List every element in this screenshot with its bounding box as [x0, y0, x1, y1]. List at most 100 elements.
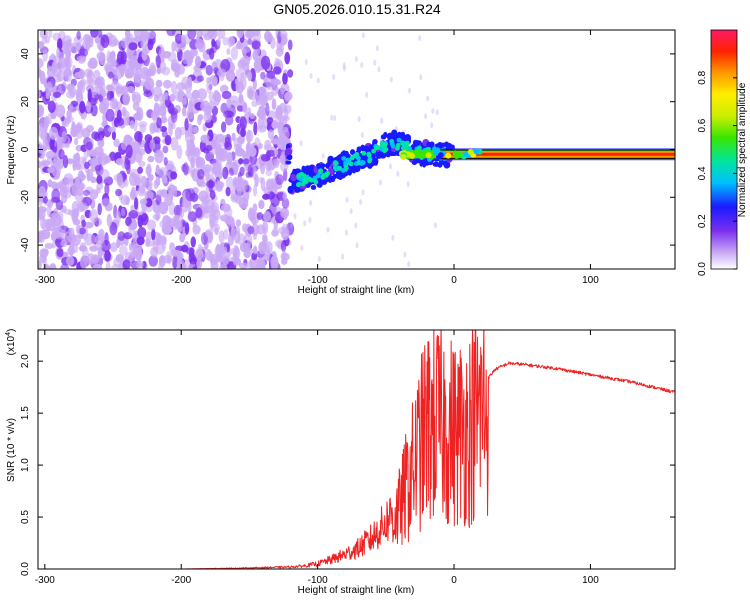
heatmap-cell — [52, 60, 59, 71]
heatmap-cell — [145, 68, 155, 76]
heatmap-cell — [403, 251, 407, 258]
heatmap-cell — [235, 219, 242, 227]
heatmap-cell — [251, 30, 261, 37]
heatmap-cell — [253, 184, 258, 197]
heatmap-cell — [187, 211, 198, 222]
heatmap-cell — [230, 217, 235, 231]
heatmap-cell — [226, 151, 233, 166]
heatmap-cell — [247, 70, 253, 82]
heatmap-cell — [184, 222, 190, 235]
heatmap-cell — [140, 175, 147, 187]
snr-plot-frame — [37, 329, 676, 570]
heatmap-cell — [400, 153, 407, 160]
heatmap-cell — [116, 239, 121, 249]
heatmap-cell — [426, 141, 433, 148]
heatmap-cell — [343, 160, 348, 166]
heatmap-cell — [349, 149, 356, 156]
heatmap-cell — [256, 212, 264, 221]
heatmap-cell — [124, 116, 130, 126]
heatmap-cell — [62, 35, 72, 46]
heatmap-cell — [155, 79, 163, 88]
heatmap-cell — [58, 149, 65, 160]
heatmap-cell — [105, 108, 115, 122]
heatmap-cell — [209, 218, 214, 230]
heatmap-cell — [290, 173, 297, 182]
heatmap-cell — [264, 139, 272, 151]
heatmap-cell — [367, 158, 372, 164]
heatmap-cell — [375, 45, 379, 52]
heatmap-cell — [154, 149, 164, 164]
heatmap-cell — [238, 93, 244, 104]
heatmap-cell — [225, 69, 236, 82]
heatmap-cell — [159, 125, 168, 133]
heatmap-cell — [154, 243, 165, 255]
heatmap-cell — [106, 213, 112, 227]
heatmap-cell — [128, 210, 139, 219]
multiplier-exponent: 4 — [5, 332, 12, 336]
heatmap-cell — [246, 129, 251, 144]
heatmap-cell — [406, 181, 410, 188]
heatmap-cell — [195, 155, 202, 166]
heatmap-cell — [90, 176, 97, 184]
heatmap-cell — [182, 162, 189, 176]
heatmap-cell — [356, 146, 362, 153]
heatmap-cell — [137, 166, 144, 174]
heatmap-cell — [281, 250, 287, 259]
heatmap-cell — [53, 207, 59, 217]
heatmap-cell — [395, 142, 401, 148]
heatmap-cell — [68, 183, 78, 196]
heatmap-cell — [271, 85, 279, 96]
heatmap-cell — [50, 196, 61, 204]
heatmap-cell — [418, 35, 422, 42]
heatmap-cell — [424, 113, 428, 120]
heatmap-cell — [187, 76, 193, 88]
heatmap-cell — [145, 197, 153, 208]
heatmap-cell — [236, 30, 244, 39]
heatmap-cell — [197, 88, 208, 101]
snr-y-ticks: 0.0 0.5 1.0 1.5 2.0 — [20, 354, 675, 576]
heatmap-cell — [151, 228, 156, 241]
heatmap-cell — [64, 68, 73, 83]
heatmap-cell — [355, 155, 361, 161]
heatmap-cell — [279, 30, 288, 39]
heatmap-cell — [247, 225, 255, 235]
heatmap-cell — [100, 34, 110, 49]
heatmap-cell — [113, 138, 121, 148]
heatmap-cell — [308, 217, 312, 224]
heatmap-cell — [42, 195, 48, 204]
snr-y-tick-label: 1.5 — [20, 406, 31, 420]
heatmap-cell — [123, 134, 133, 146]
snr-y-tick-label: 1.0 — [20, 458, 31, 472]
heatmap-cell — [349, 208, 353, 215]
heatmap-cell — [283, 104, 292, 114]
heatmap-cell — [365, 91, 369, 98]
heatmap-cell — [383, 131, 388, 138]
heatmap-cell — [38, 206, 47, 214]
heatmap-cell — [302, 178, 308, 183]
heatmap-cell — [344, 229, 348, 236]
spectrogram-heatmap — [38, 30, 675, 269]
heatmap-cell — [158, 48, 166, 59]
heatmap-cell — [271, 138, 281, 145]
heatmap-cell — [68, 227, 75, 238]
spectrogram-y-tick-label: 0 — [20, 146, 31, 152]
heatmap-cell — [147, 155, 155, 163]
heatmap-cell — [208, 76, 217, 83]
heatmap-cell — [133, 30, 144, 39]
heatmap-cell — [138, 184, 146, 195]
snr-series-line — [38, 330, 675, 569]
heatmap-cell — [86, 99, 92, 113]
heatmap-cell — [330, 114, 334, 121]
heatmap-cell — [223, 110, 233, 119]
spectrogram-x-tick-label: -200 — [171, 275, 191, 286]
heatmap-cell — [101, 197, 111, 208]
heatmap-cell — [82, 189, 91, 197]
heatmap-cell — [102, 155, 111, 164]
heatmap-cell — [316, 163, 321, 170]
heatmap-cell — [76, 55, 87, 62]
heatmap-cell — [278, 121, 283, 129]
heatmap-cell — [300, 181, 306, 187]
heatmap-cell — [119, 245, 128, 256]
heatmap-cell — [400, 145, 406, 151]
heatmap-cell — [156, 189, 166, 196]
